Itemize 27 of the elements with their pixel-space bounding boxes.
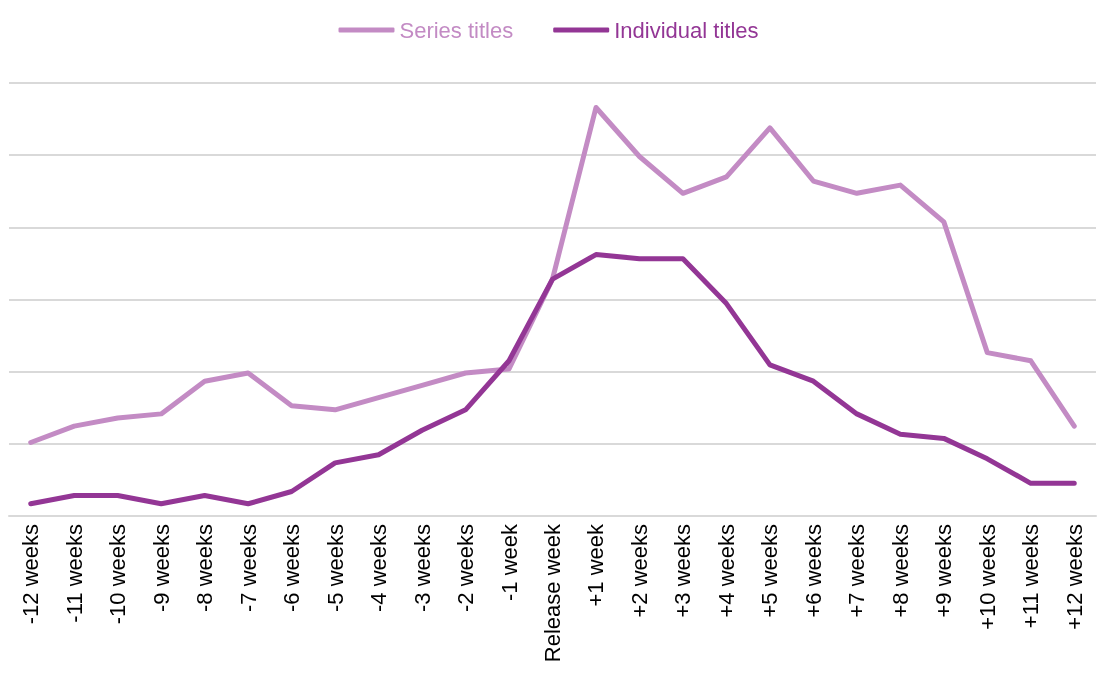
x-tick-label: -10 weeks bbox=[105, 524, 131, 625]
legend-label: Individual titles bbox=[614, 17, 759, 43]
x-tick-label: +5 weeks bbox=[757, 524, 783, 618]
x-tick-label: -3 weeks bbox=[409, 524, 435, 613]
x-tick-label: +9 weeks bbox=[931, 524, 957, 618]
x-tick-label: +6 weeks bbox=[800, 524, 826, 618]
x-tick-label: -9 weeks bbox=[148, 524, 174, 613]
x-tick-label: -11 weeks bbox=[61, 524, 87, 623]
x-tick-label: -7 weeks bbox=[235, 524, 261, 613]
x-tick-label: -1 week bbox=[496, 523, 522, 602]
x-tick-label: -2 weeks bbox=[453, 524, 479, 613]
x-tick-label: +12 weeks bbox=[1061, 524, 1087, 630]
x-tick-label: -6 weeks bbox=[279, 524, 305, 613]
x-tick-label: +4 weeks bbox=[713, 524, 739, 618]
x-tick-label: +7 weeks bbox=[844, 524, 870, 618]
x-tick-label: +11 weeks bbox=[1018, 524, 1044, 629]
x-tick-label: -4 weeks bbox=[366, 524, 392, 613]
x-tick-label: -5 weeks bbox=[322, 524, 348, 613]
x-tick-label: -12 weeks bbox=[18, 524, 44, 625]
x-tick-label: +3 weeks bbox=[670, 524, 696, 618]
x-tick-label: +2 weeks bbox=[626, 524, 652, 618]
x-tick-label: Release week bbox=[540, 523, 565, 663]
x-tick-label: +8 weeks bbox=[887, 524, 913, 618]
x-tick-label: -8 weeks bbox=[192, 524, 218, 613]
x-tick-label: +1 week bbox=[583, 523, 609, 607]
x-tick-label: +10 weeks bbox=[974, 524, 1000, 630]
legend-label: Series titles bbox=[399, 17, 514, 43]
